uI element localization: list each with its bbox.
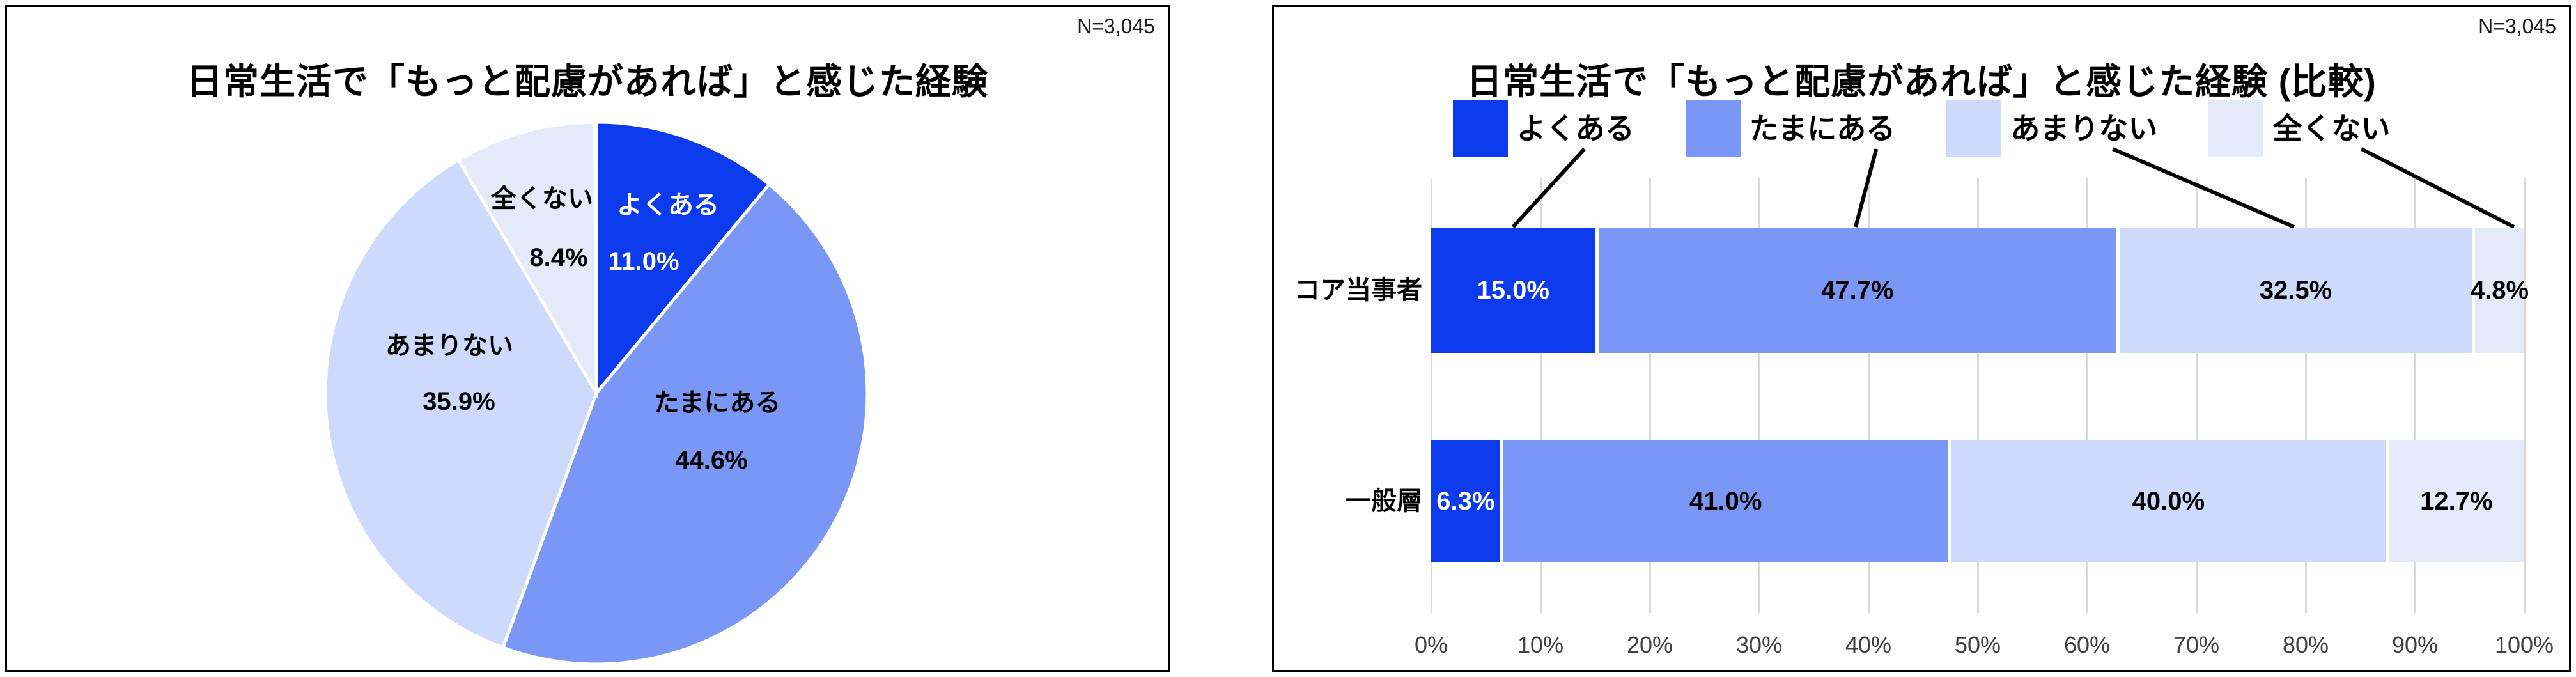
gridline-0% [1430,178,1432,613]
bar-value-label: 41.0% [1689,487,1762,515]
legend-label: たまにある [1749,112,1896,145]
bar-segment-コア当事者-たまにある: 47.7% [1595,228,2117,353]
legend-item-よくある: よくある [1452,100,1634,157]
bar-segment-一般層-全くない: 12.7% [2385,440,2524,562]
pie-slice-あまりない [323,157,598,650]
gridline-70% [2195,178,2198,613]
bar-segment-一般層-よくある: 6.3% [1431,440,1500,562]
bar-value-label: 12.7% [2420,487,2493,515]
bar-value-label: 40.0% [2132,487,2205,515]
x-axis-tick-90%: 90% [2391,632,2439,658]
callout-line-たまにある [1854,148,1879,228]
pie-slice-name: よくある [617,191,719,219]
bar-segment-コア当事者-あまりない: 32.5% [2116,228,2472,353]
bar-chart-panel: 日常生活で「もっと配慮があれば」と感じた経験 (比較) N=3,045 よくある… [1272,5,2571,672]
x-axis-tick-100%: 100% [2494,632,2554,658]
bar-value-label: 47.7% [1821,276,1894,304]
legend-swatch-icon [1685,100,1741,157]
x-axis-tick-30%: 30% [1735,632,1783,658]
pie-slice-よくある [594,120,772,398]
bar-row-一般層: 6.3% 41.0% 40.0% 12.7% [1431,440,2524,562]
callout-line-全くない [2360,147,2515,229]
pie-slice-value: 11.0% [608,247,679,276]
gridline-30% [1758,178,1760,613]
bar-chart-title: 日常生活で「もっと配慮があれば」と感じた経験 (比較) [1466,61,2377,102]
gridline-10% [1539,178,1542,613]
bar-segment-コア当事者-よくある: 15.0% [1431,228,1595,353]
gridline-80% [2304,178,2307,613]
pie-svg [323,120,869,666]
pie-chart-title: 日常生活で「もっと配慮があれば」と感じた経験 [187,61,988,102]
x-axis-tick-20%: 20% [1626,632,1673,658]
bar-segment-一般層-たまにある: 41.0% [1500,440,1948,562]
pie-slice-全くない [456,120,598,400]
pie-slice-value: 35.9% [423,387,495,416]
callout-line-あまりない [2112,147,2295,229]
pie-slice-value: 8.4% [529,244,588,272]
legend-swatch-icon [2208,100,2264,157]
gridline-100% [2523,178,2526,613]
callout-line-よくある [1511,147,1586,229]
legend-label: よくある [1516,112,1634,145]
legend-swatch-icon [1946,100,2002,157]
pie-slice-name: あまりない [385,332,513,360]
gridline-20% [1649,178,1651,613]
gridline-60% [2086,178,2088,613]
legend: よくある たまにある あまりない 全くない [1274,100,2569,157]
bar-value-label: 6.3% [1436,487,1495,515]
bar-row-コア当事者: 15.0% 47.7% 32.5% 4.8% [1431,228,2529,353]
bar-segment-コア当事者-全くない: 4.8% [2471,228,2529,353]
x-axis-tick-40%: 40% [1845,632,1892,658]
bar-value-label: 15.0% [1477,276,1549,304]
pie-slice-たまにある [500,182,869,666]
bar-sample-size-label: N=3,045 [2478,15,2556,38]
legend-swatch-icon [1452,100,1508,157]
pie-slice-name: たまにある [653,389,781,417]
x-axis-tick-70%: 70% [2173,632,2220,658]
legend-item-全くない: 全くない [2208,100,2390,157]
legend-item-あまりない: あまりない [1946,100,2157,157]
category-label-コア当事者: コア当事者 [1294,276,1422,304]
legend-label: あまりない [2010,112,2158,145]
x-axis-tick-80%: 80% [2282,632,2329,658]
gridline-40% [1867,178,1870,613]
pie-slice-name: 全くない [491,185,593,213]
x-axis-tick-10%: 10% [1517,632,1564,658]
bar-segment-一般層-あまりない: 40.0% [1948,440,2386,562]
pie-chart-panel: 日常生活で「もっと配慮があれば」と感じた経験 N=3,045 よくある 11.0%… [5,5,1170,672]
gridline-50% [1976,178,1979,613]
bar-value-label: 32.5% [2259,276,2332,304]
gridline-90% [2414,178,2416,613]
bar-value-label: 4.8% [2470,276,2529,304]
pie-slice-value: 44.6% [675,446,748,474]
x-axis-tick-0%: 0% [1414,632,1448,658]
pie-chart: よくある 11.0% たまにある 44.6% あまりない 35.9% 全くない 8.4% [322,118,871,668]
category-label-一般層: 一般層 [1346,487,1422,515]
legend-label: 全くない [2272,112,2391,145]
pie-sample-size-label: N=3,045 [1077,15,1155,38]
x-axis-tick-50%: 50% [1954,632,2001,658]
legend-item-たまにある: たまにある [1685,100,1896,157]
x-axis-tick-60%: 60% [2063,632,2111,658]
